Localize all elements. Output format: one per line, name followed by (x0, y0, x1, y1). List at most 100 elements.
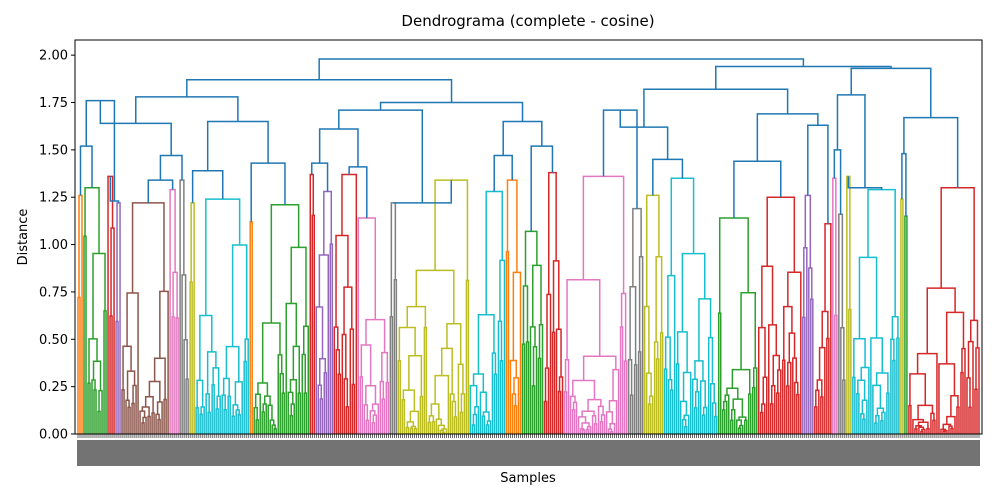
dendrogram-link (579, 428, 585, 434)
dendrogram-link (571, 408, 576, 434)
dendrogram-link (558, 376, 564, 434)
dendrogram-link (482, 411, 490, 421)
dendrogram-link (279, 372, 284, 434)
y-tick-label: 0.75 (39, 285, 68, 300)
dendrogram-link (875, 414, 880, 434)
dendrogram-link (205, 393, 210, 434)
dendrogram-link (735, 419, 742, 434)
dendrogram-link (667, 379, 673, 434)
dendrogram-link (499, 360, 504, 434)
dendrogram-link (848, 308, 852, 434)
cluster-14 (357, 217, 390, 434)
dendrogram-link (538, 323, 544, 434)
dendrogram-link (261, 322, 281, 383)
top-link (206, 120, 269, 171)
dendrogram-link (670, 177, 695, 276)
dendrogram-link (572, 401, 578, 434)
dendrogram-link (381, 398, 386, 434)
dendrogram-link (969, 319, 979, 348)
dendrogram-link (406, 305, 427, 328)
dendrogram-link (694, 390, 700, 434)
dendrogram-link (912, 418, 924, 434)
dendrogram-link (802, 316, 806, 434)
dendrogram-link (297, 392, 301, 434)
dendrogram-link (892, 359, 896, 434)
dendrogram-link (369, 410, 376, 434)
plot-frame (74, 39, 983, 435)
dendrogram-link (253, 406, 258, 434)
dendrogram-link (950, 427, 954, 434)
dendrogram-link (852, 376, 856, 434)
dendrogram-link (681, 252, 706, 332)
dendrogram-link (335, 349, 341, 434)
dendrogram-link (125, 399, 130, 434)
dendrogram-link (360, 344, 372, 386)
dendrogram-link (760, 411, 764, 434)
dendrogram-link (620, 292, 627, 362)
dendrogram-link (486, 420, 492, 434)
y-tick-label: 0.25 (39, 380, 68, 395)
dendrogram-link (637, 351, 642, 434)
dendrogram-link (729, 419, 734, 434)
dendrogram-link (942, 423, 952, 430)
dendrogram-link (231, 415, 235, 434)
dendrogram-link (423, 326, 428, 434)
dendrogram-link (920, 430, 924, 434)
top-link (379, 101, 524, 122)
dendrogram-link (747, 393, 752, 434)
dendrogram-link (577, 416, 587, 434)
dendrogram-link (159, 290, 169, 434)
dendrogram-link (190, 202, 195, 434)
dendrogram-link (832, 177, 837, 434)
dendrogram-link (434, 179, 469, 281)
dendrogram-link (126, 292, 139, 434)
dendrogram-link (655, 256, 663, 343)
dendrogram-link (301, 353, 307, 434)
dendrogram-link (581, 410, 595, 417)
dendrogram-link (237, 413, 241, 434)
dendrogram-link (707, 336, 714, 434)
dendrogram-link (551, 331, 556, 434)
dendrogram-link (371, 403, 380, 434)
y-tick-label: 1.25 (39, 191, 68, 206)
dendrogram-link (98, 389, 103, 434)
dendrogram-link (572, 379, 596, 400)
dendrogram-link (153, 357, 166, 400)
dendrogram-link (975, 347, 980, 434)
dendrogram-link (974, 388, 978, 434)
top-link (733, 160, 782, 219)
cluster-12 (315, 190, 334, 434)
y-axis-label: Distance (16, 209, 31, 266)
dendrogram-link (513, 377, 520, 434)
dendrogram-link (223, 408, 227, 434)
dendrogram-link (675, 363, 680, 434)
dendrogram-link (385, 381, 390, 434)
cluster-25 (717, 217, 758, 434)
dendrogram-link (531, 385, 536, 434)
dendrogram-link (718, 217, 749, 314)
dendrogram-link (271, 424, 276, 434)
cluster-27 (802, 194, 814, 434)
top-link (85, 99, 116, 202)
dendrogram-link (290, 403, 295, 434)
dendrogram-link (365, 384, 377, 405)
cluster-10 (253, 204, 310, 434)
dendrogram-link (318, 254, 330, 434)
dendrogram-link (772, 354, 781, 386)
dendrogram-link (222, 377, 230, 397)
dendrogram-link (244, 338, 249, 434)
dendrogram-link (914, 428, 918, 434)
dendrogram-link (619, 326, 624, 434)
top-link (530, 145, 554, 232)
dendrogram-link (139, 410, 146, 434)
dendrogram-link (612, 368, 620, 434)
dendrogram-link (632, 207, 642, 287)
dendrogram-link (132, 384, 137, 434)
dendrogram-link (437, 424, 445, 434)
cluster-3 (115, 202, 121, 434)
cluster-17 (469, 190, 506, 434)
top-link (79, 145, 93, 196)
dendrogram-link (776, 392, 780, 434)
dendrogram-link (273, 428, 277, 434)
dendrogram-link (509, 359, 517, 434)
